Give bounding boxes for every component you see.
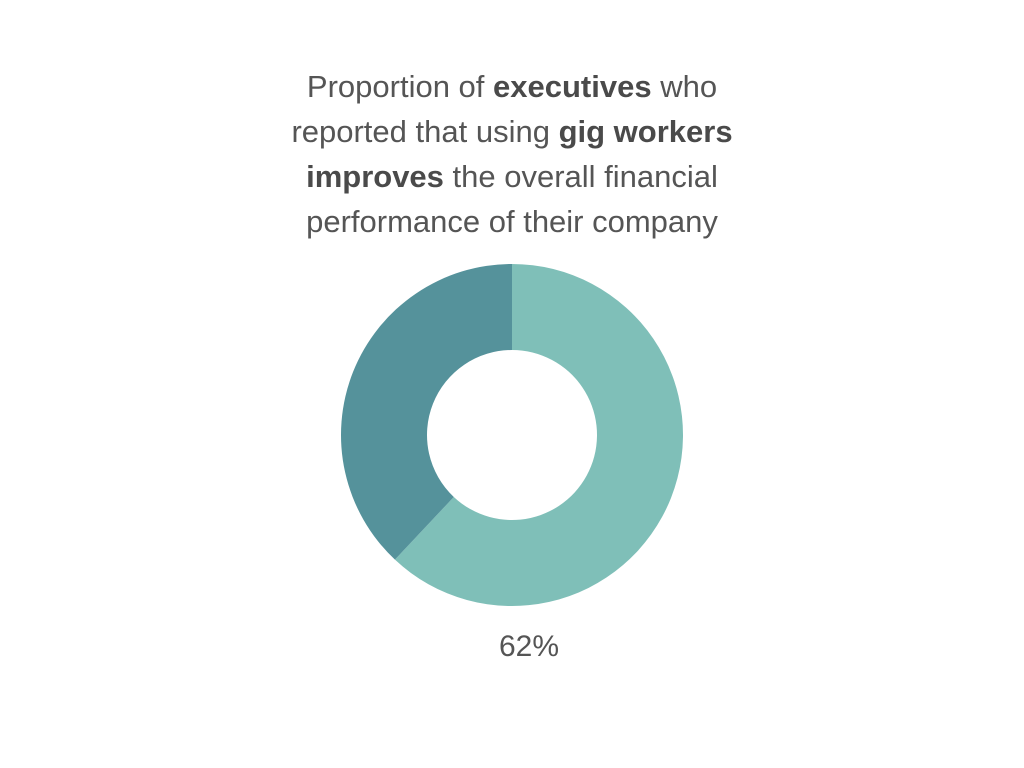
- title-text: Proportion of: [306, 69, 494, 104]
- title-text: performance of their company: [306, 204, 718, 239]
- title-text: who: [651, 69, 718, 104]
- title-emphasis: gig workers: [558, 114, 733, 149]
- title-text: the overall financial: [443, 159, 718, 194]
- title-emphasis: improves: [306, 159, 444, 194]
- data-label-slice-1: 62%: [498, 630, 560, 663]
- title-line: improves the overall financial: [212, 154, 812, 199]
- donut-slice-2: [341, 264, 512, 560]
- title-line: Proportion of executives who: [212, 64, 812, 109]
- title-emphasis: executives: [493, 69, 652, 104]
- chart-title: Proportion of executives who reported tha…: [212, 64, 812, 244]
- title-text: reported that using: [291, 114, 559, 149]
- donut-chart: [341, 264, 684, 606]
- title-line: performance of their company: [212, 199, 812, 244]
- donut-slice-1: [394, 264, 684, 606]
- title-line: reported that using gig workers: [212, 109, 812, 154]
